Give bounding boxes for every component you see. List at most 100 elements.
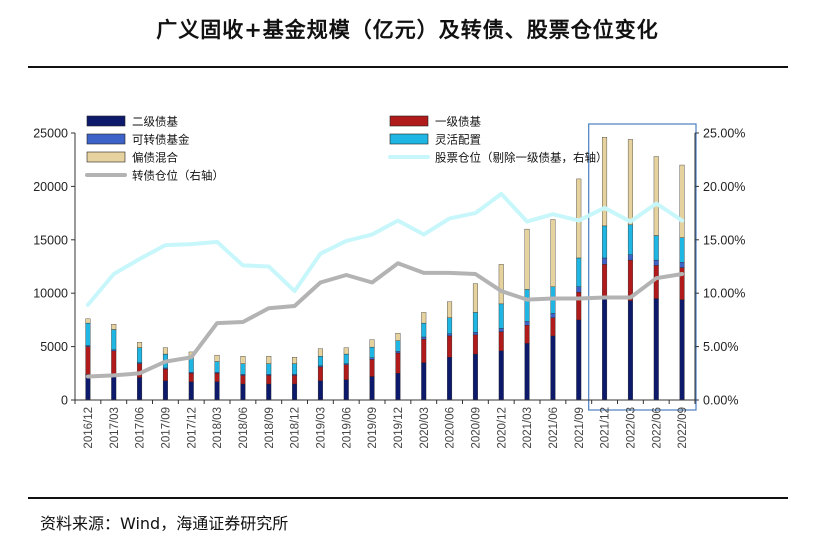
bar-pianzhai xyxy=(395,333,401,341)
bar-pianzhai xyxy=(266,356,272,364)
bar-erji xyxy=(266,383,272,401)
bar-yiji xyxy=(576,291,582,321)
x-tick-label: 2017/06 xyxy=(135,407,147,449)
bar-kezhuan xyxy=(395,351,401,354)
x-tick-label: 2021/09 xyxy=(574,407,586,449)
bar-kezhuan xyxy=(498,328,504,332)
bar-linghuo xyxy=(421,322,427,338)
x-tick-label: 2019/09 xyxy=(367,407,379,449)
bar-pianzhai xyxy=(85,318,91,324)
bar-erji xyxy=(550,335,556,401)
x-tick-label: 2017/12 xyxy=(186,407,198,449)
legend-swatch-kezhuan xyxy=(86,133,126,145)
bar-yiji xyxy=(162,368,168,381)
bar-erji xyxy=(447,357,453,401)
bar-kezhuan xyxy=(447,333,453,337)
x-tick-label: 2018/12 xyxy=(290,407,302,449)
legend-label-linghuo: 灵活配置 xyxy=(435,133,481,147)
highlight-box xyxy=(588,123,697,411)
bar-yiji xyxy=(472,334,478,355)
bar-erji xyxy=(421,362,427,401)
bar-linghuo xyxy=(292,363,298,375)
bar-pianzhai xyxy=(137,342,143,348)
bar-yiji xyxy=(395,352,401,374)
bar-linghuo xyxy=(627,224,633,255)
legend-swatch-yiji xyxy=(389,115,429,127)
bar-erji xyxy=(343,379,349,401)
bar-pianzhai xyxy=(162,347,168,355)
title-rule xyxy=(28,66,788,68)
bar-linghuo xyxy=(137,347,143,363)
x-tick-label: 2022/03 xyxy=(625,407,637,449)
bar-yiji xyxy=(240,375,246,385)
bar-pianzhai xyxy=(653,156,659,236)
x-tick-label: 2019/06 xyxy=(341,407,353,449)
bar-erji xyxy=(137,377,143,401)
bar-erji xyxy=(111,374,117,401)
bar-yiji xyxy=(292,375,298,385)
y-right-tick-label: 5.00% xyxy=(703,340,738,354)
bar-yiji xyxy=(550,317,556,337)
bar-pianzhai xyxy=(498,264,504,305)
line-cb_line xyxy=(85,261,685,379)
x-tick-label: 2020/12 xyxy=(496,407,508,449)
bar-linghuo xyxy=(447,317,453,334)
bar-pianzhai xyxy=(343,347,349,355)
legend-swatch-pianzhai xyxy=(86,151,126,163)
bar-erji xyxy=(524,343,530,401)
legend-label-yiji: 一级债基 xyxy=(435,115,481,129)
bar-linghuo xyxy=(472,312,478,333)
bar-yiji xyxy=(317,366,323,381)
legend-label-cb_line: 转债仓位（右轴） xyxy=(132,169,224,183)
x-tick-label: 2016/12 xyxy=(83,407,95,449)
x-tick-label: 2021/06 xyxy=(548,407,560,449)
source-note: 资料来源：Wind，海通证券研究所 xyxy=(40,514,289,533)
bar-linghuo xyxy=(498,303,504,329)
y-right-tick-label: 25.00% xyxy=(703,127,745,141)
bar-pianzhai xyxy=(111,323,117,330)
x-tick-label: 2022/06 xyxy=(651,407,663,449)
bar-erji xyxy=(602,298,608,401)
bar-yiji xyxy=(653,265,659,299)
y-right-tick-label: 0.00% xyxy=(703,394,738,408)
bar-linghuo xyxy=(524,289,530,322)
bar-yiji xyxy=(602,264,608,299)
legend-swatch-linghuo xyxy=(389,133,429,145)
source-rule xyxy=(28,497,788,499)
bar-pianzhai xyxy=(292,357,298,364)
line-stock_line xyxy=(85,191,685,307)
bar-erji xyxy=(679,299,685,401)
x-tick-label: 2019/12 xyxy=(393,407,405,449)
bar-erji xyxy=(188,381,194,401)
bar-linghuo xyxy=(214,361,220,373)
y-right-tick-label: 15.00% xyxy=(703,233,745,247)
bar-linghuo xyxy=(266,363,272,375)
bar-linghuo xyxy=(85,322,91,346)
legend-label-stock_line: 股票仓位（剔除一级债基，右轴） xyxy=(435,151,608,165)
y-right-tick-label: 10.00% xyxy=(703,287,745,301)
bar-pianzhai xyxy=(317,348,323,357)
bar-yiji xyxy=(85,346,91,375)
legend-swatch-erji xyxy=(86,115,126,127)
bar-linghuo xyxy=(679,237,685,263)
bar-linghuo xyxy=(653,235,659,261)
bar-kezhuan xyxy=(421,336,427,340)
x-tick-label: 2020/06 xyxy=(445,407,457,449)
x-tick-label: 2018/06 xyxy=(238,407,250,449)
bar-pianzhai xyxy=(369,339,375,348)
bar-erji xyxy=(369,376,375,401)
bar-kezhuan xyxy=(627,254,633,261)
bar-erji xyxy=(627,300,633,401)
bar-kezhuan xyxy=(472,332,478,336)
bar-yiji xyxy=(524,325,530,344)
bar-pianzhai xyxy=(240,356,246,364)
bar-pianzhai xyxy=(679,164,685,238)
bar-erji xyxy=(162,380,168,401)
y-left-tick-label: 5000 xyxy=(40,340,68,354)
bar-kezhuan xyxy=(524,321,530,326)
legend-label-pianzhai: 偏债混合 xyxy=(132,151,178,165)
bar-pianzhai xyxy=(524,228,530,290)
y-left-tick-label: 15000 xyxy=(33,233,68,247)
x-tick-label: 2017/09 xyxy=(160,407,172,449)
